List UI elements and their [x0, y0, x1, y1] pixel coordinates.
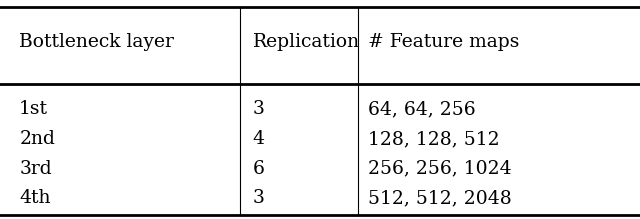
Text: 6: 6: [253, 160, 265, 178]
Text: 1st: 1st: [19, 101, 48, 118]
Text: 3: 3: [253, 101, 265, 118]
Text: 4: 4: [253, 130, 265, 148]
Text: 4th: 4th: [19, 189, 51, 207]
Text: 256, 256, 1024: 256, 256, 1024: [368, 160, 511, 178]
Text: Replication: Replication: [253, 33, 360, 51]
Text: # Feature maps: # Feature maps: [368, 33, 520, 51]
Text: 2nd: 2nd: [19, 130, 55, 148]
Text: 3rd: 3rd: [19, 160, 52, 178]
Text: 3: 3: [253, 189, 265, 207]
Text: 64, 64, 256: 64, 64, 256: [368, 101, 476, 118]
Text: 512, 512, 2048: 512, 512, 2048: [368, 189, 512, 207]
Text: Bottleneck layer: Bottleneck layer: [19, 33, 174, 51]
Text: 128, 128, 512: 128, 128, 512: [368, 130, 500, 148]
